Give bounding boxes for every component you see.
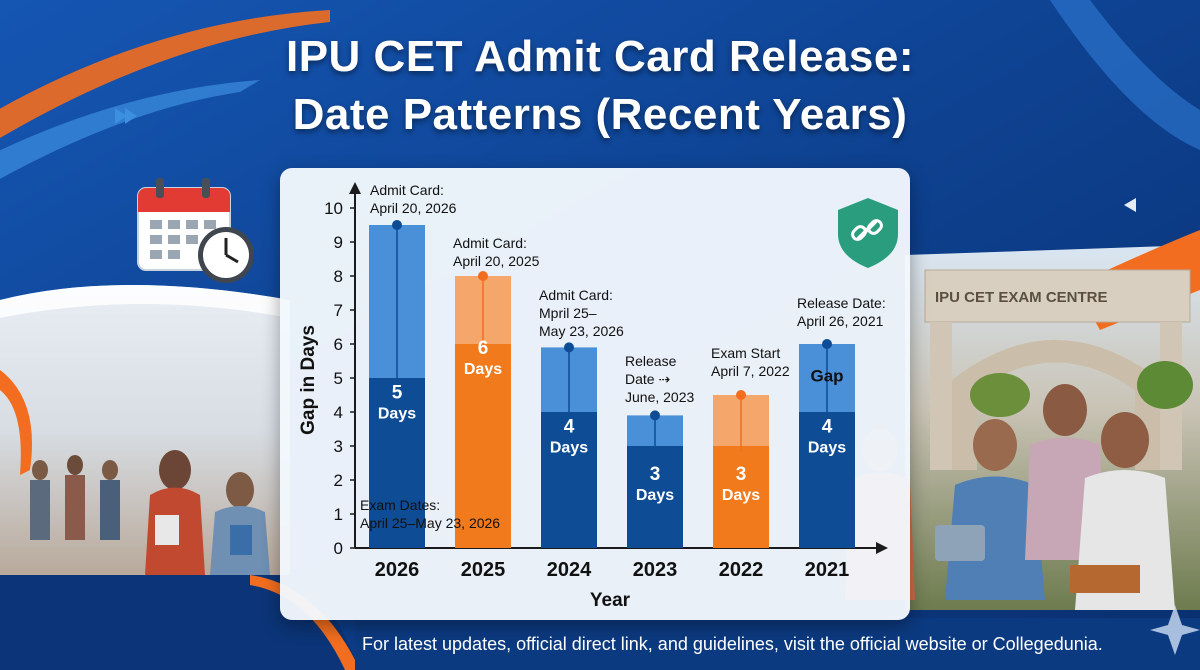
bar-annotation: April 7, 2022 xyxy=(711,363,790,379)
bar-lower-segment xyxy=(713,446,769,548)
bar-annotation: April 20, 2025 xyxy=(453,253,540,269)
bar-annotation: April 26, 2021 xyxy=(797,313,884,329)
bar-lower-segment xyxy=(627,446,683,548)
y-tick-label: 4 xyxy=(334,403,343,422)
exam-dates-note: Exam Dates: xyxy=(360,497,440,513)
bar-annotation: Release xyxy=(625,353,677,369)
bar-lower-segment xyxy=(455,344,511,548)
bar-value-label: 6 xyxy=(478,338,489,359)
bar-lower-segment xyxy=(799,412,855,548)
bar-unit-label: Days xyxy=(464,361,502,378)
bar-gap-label: Gap xyxy=(810,366,843,385)
y-tick-label: 2 xyxy=(334,471,343,490)
bar-annotation: Mpril 25– xyxy=(539,305,597,321)
y-tick-label: 10 xyxy=(324,199,343,218)
bar-dot xyxy=(478,271,488,281)
bar-value-label: 3 xyxy=(736,464,747,485)
bar-unit-label: Days xyxy=(550,439,588,456)
y-tick-label: 3 xyxy=(334,437,343,456)
bar-annotation: Date ⇢ xyxy=(625,371,670,387)
page-title-line-1: IPU CET Admit Card Release: xyxy=(285,32,915,81)
bar-value-label: 5 xyxy=(392,382,403,403)
calendar-clock-icon xyxy=(137,178,254,283)
y-tick-label: 5 xyxy=(334,369,343,388)
bar-dot xyxy=(650,410,660,421)
gate-sign: IPU CET EXAM CENTRE xyxy=(935,289,1108,306)
bar-annotation: April 20, 2026 xyxy=(370,200,457,216)
bar-annotation: Admit Card: xyxy=(370,182,444,198)
bar-annotation: Admit Card: xyxy=(453,235,527,251)
exam-dates-note: April 25–May 23, 2026 xyxy=(360,515,500,531)
y-tick-label: 7 xyxy=(334,301,343,320)
x-tick-label: 2024 xyxy=(547,559,592,581)
bar-annotation: June, 2023 xyxy=(625,389,694,405)
bar-unit-label: Days xyxy=(636,487,674,504)
bar-dot xyxy=(822,339,832,349)
bar-lower-segment xyxy=(541,412,597,548)
chart-axes: 0 1 2 3 4 5 6 7 8 9 10 Gap in Days Year xyxy=(298,182,888,611)
x-tick-label: 2023 xyxy=(633,559,678,581)
y-tick-label: 9 xyxy=(334,233,343,252)
bar-annotation: May 23, 2026 xyxy=(539,323,624,339)
bar-unit-label: Days xyxy=(378,405,416,422)
page-title-line-2: Date Patterns (Recent Years) xyxy=(292,90,908,139)
chart-bars xyxy=(369,220,855,548)
bar-value-label: 4 xyxy=(564,416,575,437)
y-tick-label: 8 xyxy=(334,267,343,286)
bar-dot xyxy=(564,342,574,353)
students-left-photo xyxy=(30,450,270,575)
footer-note: For latest updates, official direct link… xyxy=(362,634,1103,654)
chart-panel: 0 1 2 3 4 5 6 7 8 9 10 Gap in Days Year 5 Days 2026 Adm… xyxy=(280,168,910,620)
bar-dot xyxy=(736,390,746,400)
y-axis-title: Gap in Days xyxy=(298,325,319,435)
x-axis-title: Year xyxy=(590,590,631,611)
y-axis-arrow xyxy=(349,182,361,194)
x-axis-arrow xyxy=(876,542,888,554)
chart-labels: 5 Days 2026 Admit Card: April 20, 2026 6 Days 2… xyxy=(360,182,886,581)
bar-annotation: Admit Card: xyxy=(539,287,613,303)
bar-dot xyxy=(392,220,402,230)
bar-unit-label: Days xyxy=(808,439,846,456)
x-tick-label: 2022 xyxy=(719,559,764,581)
bar-annotation: Exam Start xyxy=(711,345,780,361)
x-tick-label: 2025 xyxy=(461,559,506,581)
bar-value-label: 3 xyxy=(650,464,661,485)
bar-annotation: Release Date: xyxy=(797,295,886,311)
bar-unit-label: Days xyxy=(722,487,760,504)
x-tick-label: 2026 xyxy=(375,559,420,581)
y-tick-label: 6 xyxy=(334,335,343,354)
shield-link-icon xyxy=(838,198,898,268)
bar-lower-segment xyxy=(369,378,425,548)
bar-value-label: 4 xyxy=(822,416,833,437)
y-tick-label: 0 xyxy=(334,539,343,558)
y-tick-label: 1 xyxy=(334,505,343,524)
x-tick-label: 2021 xyxy=(805,559,850,581)
bar-chart: 0 1 2 3 4 5 6 7 8 9 10 Gap in Days Year 5 Days 2026 Adm… xyxy=(298,182,898,611)
play-arrow-icon xyxy=(115,108,137,124)
